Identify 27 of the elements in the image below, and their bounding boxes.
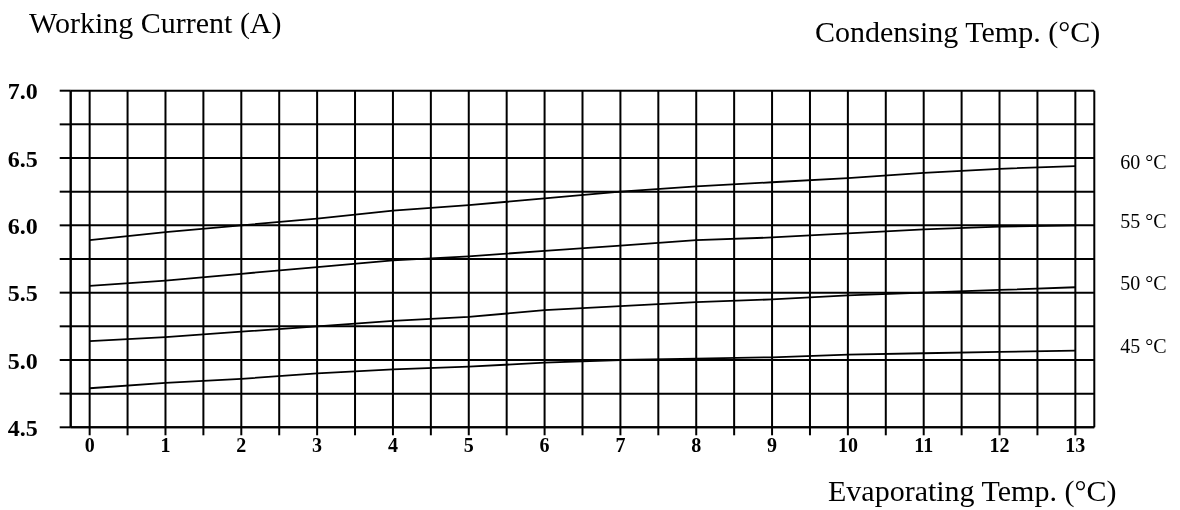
y-tick-label: 6.5 [7, 145, 38, 172]
x-tick-label: 11 [914, 433, 934, 456]
x-tick-label: 8 [691, 433, 702, 456]
x-tick-label: 2 [236, 433, 247, 456]
y-tick-label: 7.0 [7, 78, 38, 105]
text: 60 °C [1120, 150, 1167, 173]
x-tick-label: 4 [387, 433, 398, 456]
x-tick-label: 3 [312, 433, 323, 456]
y-tick-label: 5.0 [7, 347, 38, 374]
x-tick-label: 10 [837, 433, 858, 456]
x-tick-label: 9 [767, 433, 778, 456]
y-tick-label: 5.5 [7, 280, 38, 307]
text: 50 °C [1120, 271, 1167, 294]
y-tick-label: 6.0 [7, 212, 38, 239]
x-tick-label: 5 [463, 433, 474, 456]
x-axis-title: Evaporating Temp. (°C) [828, 474, 1117, 508]
legend-title: Condensing Temp. (°C) [815, 15, 1101, 49]
x-tick-label: 7 [615, 433, 626, 456]
x-tick-label: 12 [989, 433, 1010, 456]
text: 45 °C [1120, 335, 1167, 358]
x-tick-label: 6 [539, 433, 550, 456]
x-tick-label: 13 [1065, 433, 1086, 456]
x-tick-label: 0 [84, 433, 95, 456]
text: 55 °C [1120, 209, 1167, 232]
y-axis-title: Working Current (A) [29, 6, 282, 40]
x-tick-label: 1 [160, 433, 171, 456]
y-tick-label: 4.5 [7, 414, 38, 441]
